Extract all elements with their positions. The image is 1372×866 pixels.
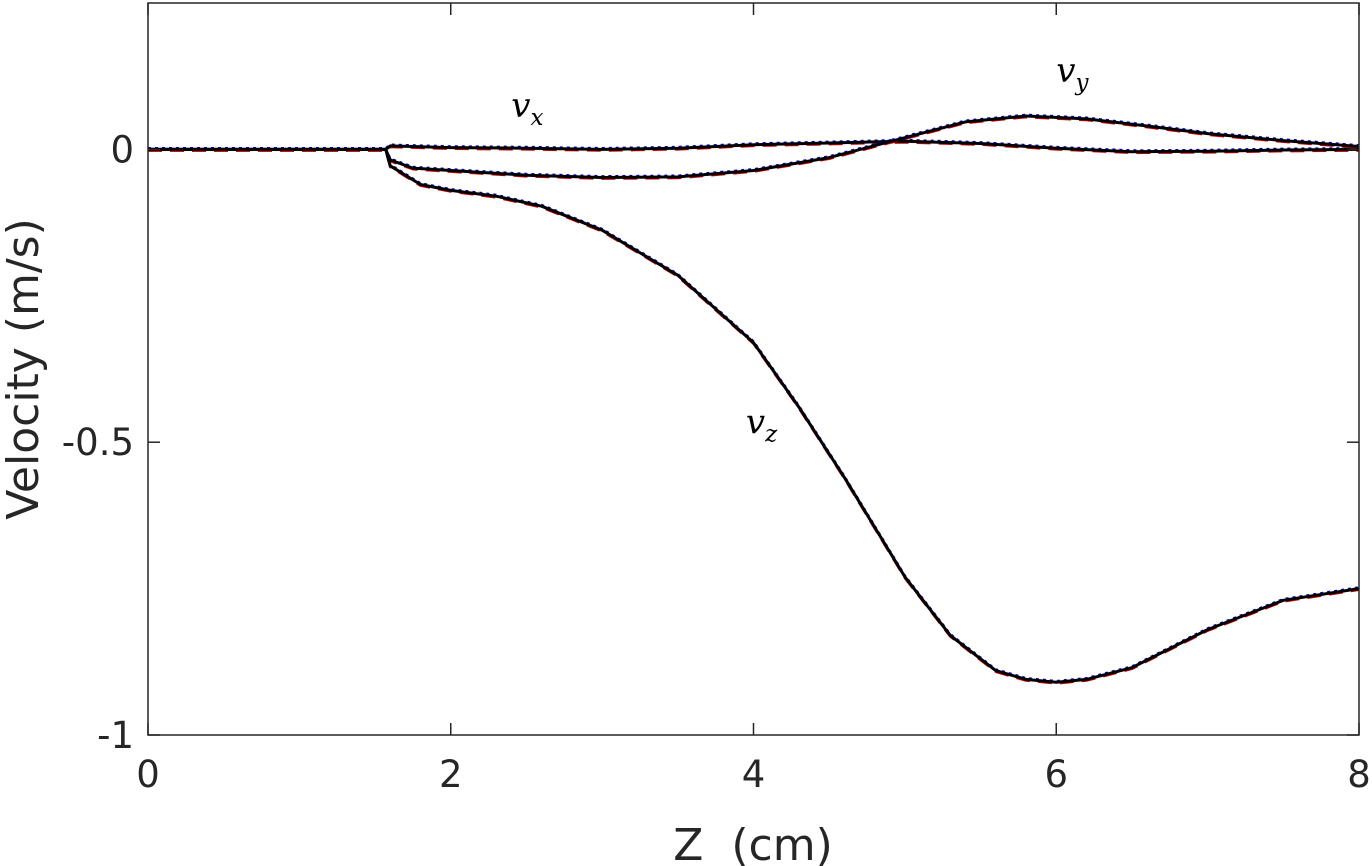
curve-label-vy: vy (1056, 51, 1089, 96)
curve-label-vz: vz (746, 402, 778, 447)
x-tick-label: 4 (742, 753, 766, 796)
series-layer (148, 113, 1360, 685)
y-axis-label: Velocity (m/s) (0, 218, 49, 520)
y-tick-label: -1 (97, 714, 134, 757)
x-tick-label: 2 (439, 753, 463, 796)
series-line-vx-solid (148, 139, 1360, 154)
plot-area-background (148, 3, 1359, 735)
series-line-vy-solid (148, 114, 1360, 179)
x-axis-label: Z (cm) (673, 820, 833, 866)
ticks-layer: 0 2 4 6 8 -1 -0.5 0 (62, 3, 1371, 796)
x-tick-label: 6 (1044, 753, 1068, 796)
series-line-vz-solid (148, 147, 1360, 684)
annotation-layer: vx vy vz (511, 51, 1089, 447)
y-tick-label: -0.5 (62, 421, 134, 464)
curve-label-vx: vx (511, 86, 543, 131)
x-tick-label: 8 (1347, 753, 1371, 796)
x-tick-label: 0 (136, 753, 160, 796)
y-tick-label: 0 (110, 128, 134, 171)
